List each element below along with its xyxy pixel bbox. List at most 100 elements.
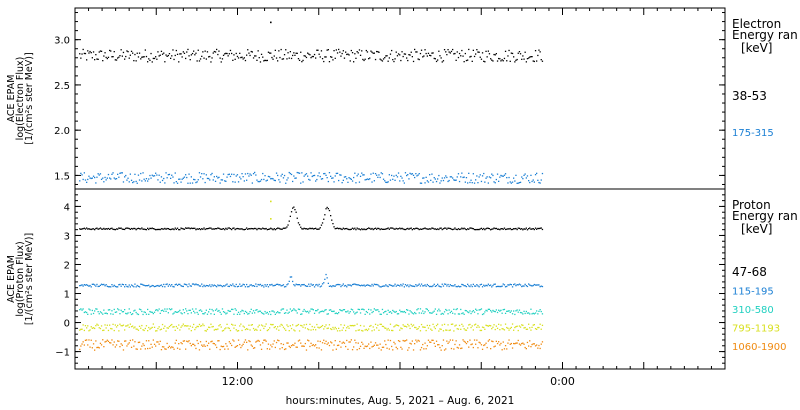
data-point [377,51,379,53]
data-point [119,55,121,57]
data-point [287,224,289,226]
data-point [79,348,81,351]
data-point [126,227,128,229]
data-point [304,310,306,312]
data-point [265,340,267,342]
data-point [378,285,380,287]
data-point [125,55,127,58]
data-point [277,174,279,177]
data-point [269,176,271,178]
data-point [272,285,274,287]
data-point [519,284,522,286]
data-point [179,309,181,311]
data-point [490,348,492,350]
data-point [440,328,442,330]
data-point [311,284,313,286]
data-point [508,228,510,230]
data-point [244,286,247,288]
data-point [377,176,379,178]
data-point [349,311,351,313]
data-point [158,174,160,176]
data-point [141,324,143,327]
data-point [265,227,267,230]
data-point [94,229,96,231]
data-point [494,328,496,331]
data-point [133,310,135,312]
data-point [266,348,268,350]
data-point [231,308,233,310]
data-point [135,348,137,350]
data-point [204,50,206,52]
data-point [302,345,304,347]
data-point [254,312,256,314]
data-point [517,182,519,184]
data-point [180,181,182,183]
data-point [393,228,395,230]
data-point [514,326,516,329]
data-point [224,180,226,182]
data-point [258,57,260,59]
data-point [320,285,323,287]
data-point [241,345,243,347]
data-point [288,345,290,347]
data-point [499,176,501,178]
data-point [124,58,126,60]
data-point [110,327,112,330]
data-point [165,348,167,350]
data-point-outlier [270,21,272,24]
data-point [111,339,113,341]
data-point [304,174,306,176]
data-point [254,55,256,57]
data-point [410,323,412,325]
data-point [402,324,404,326]
data-point [134,53,136,56]
data-point [534,174,537,176]
data-point [427,327,430,329]
data-point [150,311,152,313]
data-point [540,227,542,229]
data-point [130,179,133,181]
data-point [165,172,167,174]
data-point [82,308,84,310]
data-point [418,340,420,342]
data-point [147,347,149,350]
data-point [452,177,454,179]
data-point [300,226,302,228]
data-point [193,178,195,181]
data-point [532,284,534,287]
data-point [388,284,390,286]
data-point [214,51,217,53]
data-point [181,227,183,230]
data-point [424,311,426,313]
data-point [330,56,332,58]
data-point [441,283,443,285]
data-point [279,284,281,286]
data-point [241,56,243,58]
data-point [347,181,349,183]
data-point [138,286,141,288]
data-point [122,284,125,286]
data-point [420,283,423,285]
data-point [333,328,335,330]
data-point [445,348,447,350]
data-point [206,313,209,315]
data-point [418,312,420,314]
data-point [166,283,168,285]
data-point [312,344,314,346]
data-point [236,313,239,315]
data-point [455,308,457,311]
data-point [509,227,511,230]
data-point [99,284,102,286]
data-point [171,284,173,286]
data-point [348,284,350,286]
data-point [454,313,456,315]
data-point [158,228,160,231]
data-point [389,339,392,342]
data-point [176,327,179,329]
data-point [263,60,265,62]
data-point [141,345,143,347]
data-point [222,329,225,332]
data-point [181,343,183,345]
data-point [539,227,541,229]
data-point [508,329,510,331]
